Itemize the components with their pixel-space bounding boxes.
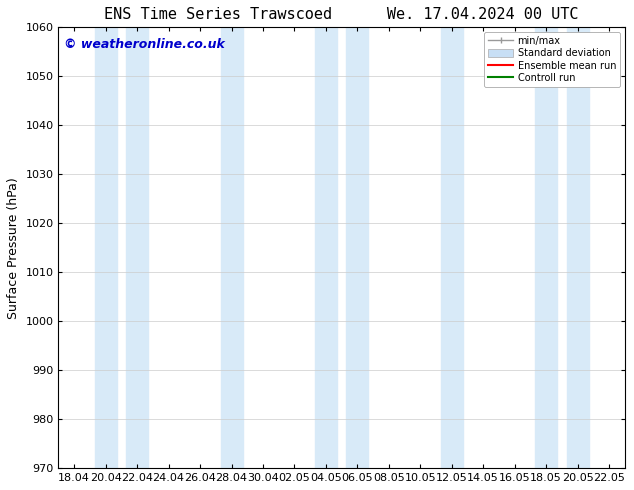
Bar xyxy=(221,27,243,468)
Bar xyxy=(535,27,557,468)
Y-axis label: Surface Pressure (hPa): Surface Pressure (hPa) xyxy=(7,177,20,318)
Bar xyxy=(94,27,117,468)
Text: © weatheronline.co.uk: © weatheronline.co.uk xyxy=(64,38,225,51)
Legend: min/max, Standard deviation, Ensemble mean run, Controll run: min/max, Standard deviation, Ensemble me… xyxy=(484,32,620,87)
Bar xyxy=(567,27,588,468)
Bar xyxy=(315,27,337,468)
Bar xyxy=(441,27,463,468)
Title: ENS Time Series Trawscoed      We. 17.04.2024 00 UTC: ENS Time Series Trawscoed We. 17.04.2024… xyxy=(105,7,579,22)
Bar xyxy=(126,27,148,468)
Bar xyxy=(346,27,368,468)
